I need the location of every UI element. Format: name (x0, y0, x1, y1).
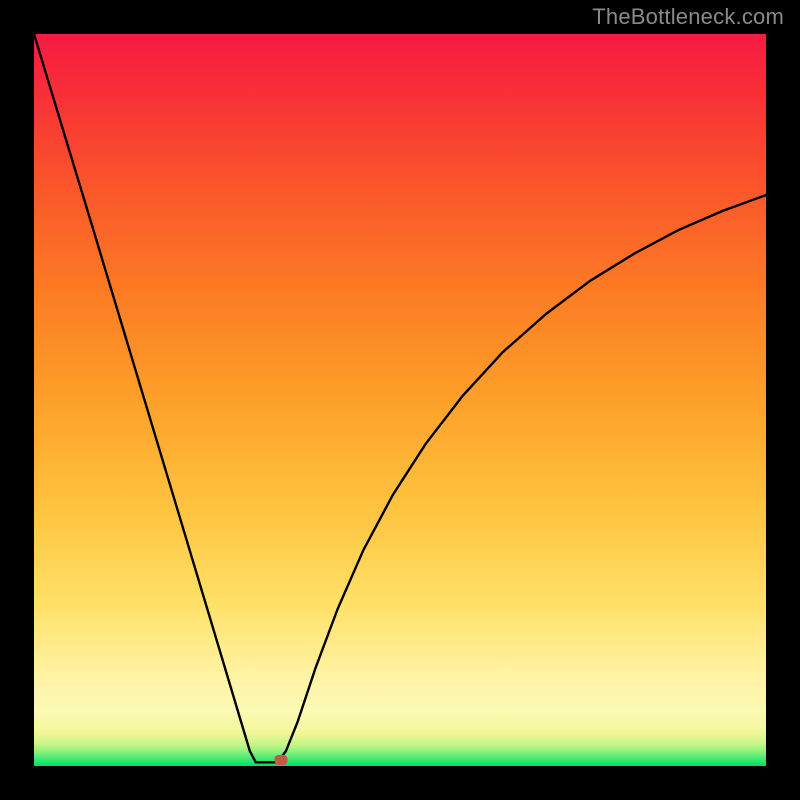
optimum-marker (275, 755, 288, 765)
watermark-text: TheBottleneck.com (592, 4, 784, 30)
chart-frame: TheBottleneck.com (0, 0, 800, 800)
bottleneck-curve (34, 34, 766, 766)
plot-area (34, 34, 766, 766)
